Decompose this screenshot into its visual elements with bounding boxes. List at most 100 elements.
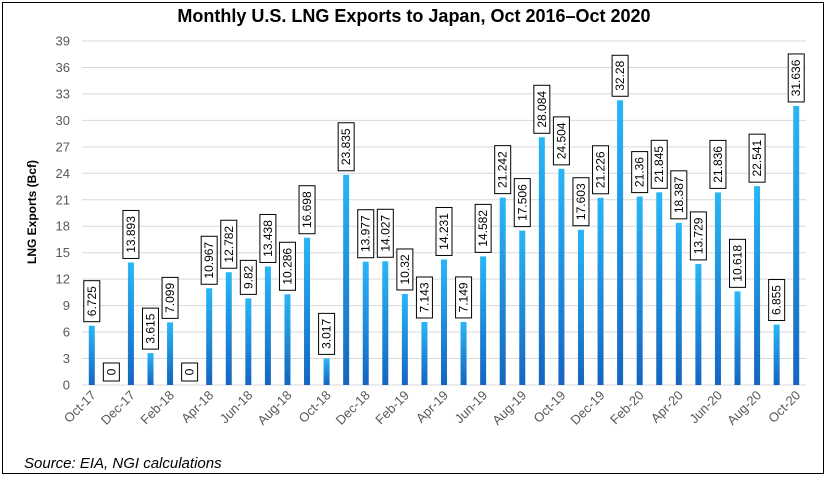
data-label-text: 24.504 — [554, 122, 568, 159]
data-labels: 6.725 0 13.893 3.615 7.099 0 10.967 12.782 9.82 1… — [83, 53, 805, 382]
data-label-box — [357, 209, 375, 259]
data-label-text: 21.242 — [496, 151, 510, 188]
data-label-text: 9.82 — [241, 265, 255, 289]
data-label: 7.149 — [455, 276, 473, 319]
bar — [245, 298, 252, 385]
data-label: 14.027 — [376, 208, 394, 258]
x-tick-label: Oct-18 — [296, 388, 334, 426]
data-label: 31.636 — [787, 53, 805, 103]
x-tick-label: Jun-19 — [452, 388, 491, 427]
bar — [499, 197, 506, 385]
data-label-box — [787, 53, 805, 103]
x-tick-label: Apr-20 — [648, 388, 686, 426]
data-label-box — [318, 312, 336, 355]
data-label-box — [631, 151, 649, 194]
data-label: 13.977 — [357, 209, 375, 259]
data-label-text: 3.017 — [320, 319, 334, 349]
bar — [558, 168, 565, 385]
y-tick-label: 39 — [56, 34, 70, 49]
data-label-text: 3.615 — [143, 313, 157, 343]
data-label-text: 10.32 — [398, 254, 412, 284]
x-tick-label: Feb-20 — [607, 388, 647, 428]
data-label-box — [239, 259, 257, 295]
y-tick-label: 36 — [56, 60, 70, 75]
bar — [636, 196, 643, 385]
y-tick-label: 6 — [63, 325, 70, 340]
data-label-box — [689, 211, 707, 261]
data-label-text: 16.698 — [300, 191, 314, 228]
y-tick-label: 12 — [56, 272, 70, 287]
data-label-text: 21.36 — [633, 157, 647, 187]
y-tick-label: 9 — [63, 298, 70, 313]
bar — [441, 259, 447, 385]
data-label-text: 14.231 — [437, 213, 451, 250]
bar — [343, 174, 350, 385]
bar — [362, 261, 369, 385]
data-label-text: 13.977 — [359, 215, 373, 252]
data-label: 13.438 — [259, 213, 277, 263]
bar — [734, 291, 741, 385]
data-label-box — [474, 203, 492, 253]
data-label: 10.967 — [200, 235, 218, 285]
x-tick-label: Aug-19 — [489, 388, 529, 428]
x-tick-label: Aug-18 — [254, 388, 294, 428]
x-tick-label: Apr-19 — [413, 388, 451, 426]
data-label-box — [455, 276, 473, 319]
data-label-box — [298, 185, 316, 235]
bar — [264, 266, 271, 385]
bar — [656, 192, 663, 385]
data-label: 3.017 — [318, 312, 336, 355]
data-label-box — [435, 206, 453, 256]
data-label: 7.143 — [415, 276, 433, 319]
x-tick-label: Oct-20 — [765, 388, 803, 426]
x-tick-label: Dec-17 — [98, 388, 138, 428]
data-label-box — [376, 208, 394, 258]
data-label-text: 13.729 — [691, 217, 705, 254]
data-label-text: 13.893 — [124, 216, 138, 253]
data-label: 14.231 — [435, 206, 453, 256]
data-label: 22.541 — [748, 133, 766, 183]
data-label-box — [181, 362, 199, 382]
data-label: 14.582 — [474, 203, 492, 253]
bar — [304, 237, 311, 385]
y-tick-label: 24 — [56, 166, 70, 181]
data-label-text: 12.782 — [222, 226, 236, 263]
bar — [460, 321, 467, 385]
data-label-text: 18.387 — [672, 176, 686, 213]
data-label-box — [396, 248, 414, 291]
data-label: 10.32 — [396, 248, 414, 291]
data-label-text: 28.084 — [535, 91, 549, 128]
data-label-text: 7.143 — [417, 282, 431, 312]
bar — [421, 321, 428, 385]
data-label-box — [513, 178, 531, 228]
data-label-text: 23.835 — [339, 128, 353, 165]
bar — [773, 324, 780, 385]
chart-title: Monthly U.S. LNG Exports to Japan, Oct 2… — [177, 6, 651, 26]
data-label-box — [337, 122, 355, 172]
data-label-text: 6.725 — [85, 286, 99, 316]
bar — [284, 294, 291, 385]
data-label-box — [259, 213, 277, 263]
bar — [597, 197, 604, 385]
data-label: 12.782 — [220, 219, 238, 269]
data-label-text: 13.438 — [261, 220, 275, 257]
data-label-text: 10.967 — [202, 242, 216, 279]
data-label: 0 — [102, 362, 120, 382]
data-label-box — [729, 238, 747, 288]
data-label-box — [533, 84, 551, 134]
data-label: 21.845 — [650, 139, 668, 189]
data-label-box — [572, 177, 590, 227]
data-label-text: 32.28 — [613, 60, 627, 90]
bar — [88, 325, 95, 385]
data-label-box — [122, 209, 140, 259]
bar — [617, 100, 624, 385]
y-tick-label: 21 — [56, 192, 70, 207]
data-label-text: 22.541 — [750, 139, 764, 176]
bar — [754, 186, 761, 385]
data-label-box — [161, 276, 179, 319]
data-label: 13.893 — [122, 209, 140, 259]
x-tick-label: Oct-19 — [530, 388, 568, 426]
x-tick-label: Dec-18 — [333, 388, 373, 428]
data-label-text: 17.603 — [574, 183, 588, 220]
